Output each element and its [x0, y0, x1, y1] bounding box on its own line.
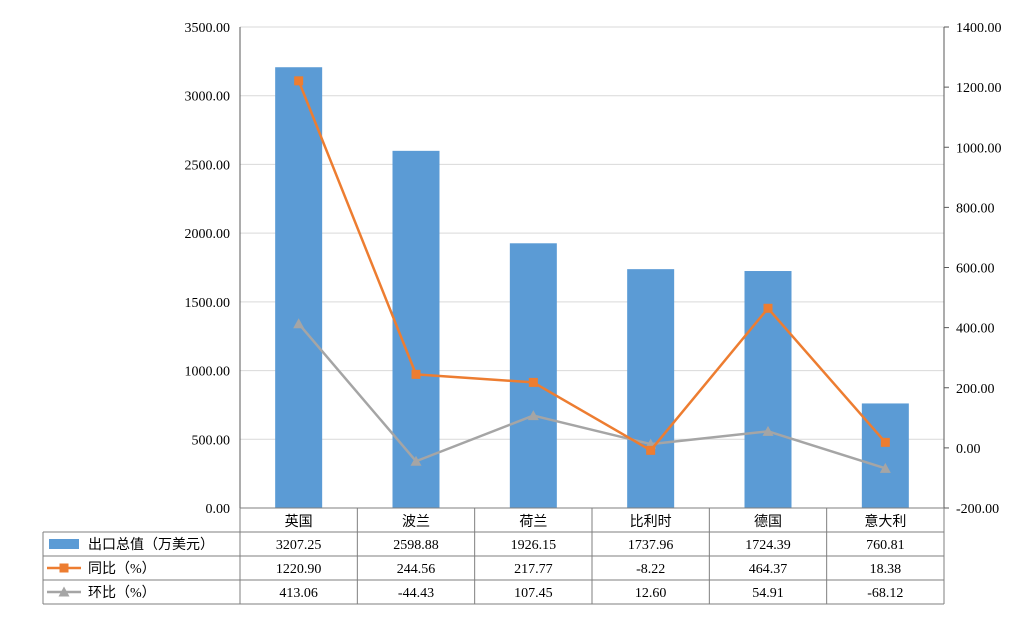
- series-name: 同比（%）: [88, 561, 156, 577]
- data-label: 413.06: [279, 586, 318, 601]
- data-label: 1220.90: [276, 562, 322, 577]
- legend-key-marker: [59, 563, 69, 573]
- right-axis-tick-label: -200.00: [956, 502, 999, 517]
- data-label: 3207.25: [276, 538, 322, 553]
- right-axis-tick-label: 200.00: [956, 382, 995, 397]
- bar: [392, 150, 440, 508]
- data-label: 464.37: [749, 562, 788, 577]
- series-point: [293, 318, 305, 329]
- data-label: 12.60: [635, 586, 667, 601]
- data-label: 18.38: [870, 562, 902, 577]
- data-label: -68.12: [867, 586, 903, 601]
- series-point: [646, 445, 656, 455]
- bar: [861, 403, 909, 508]
- data-label: 244.56: [397, 562, 436, 577]
- line-series: [293, 76, 891, 473]
- right-axis-tick-label: 0.00: [956, 442, 981, 457]
- data-label: 217.77: [514, 562, 553, 577]
- left-axis-tick-label: 1500.00: [185, 296, 231, 311]
- left-axis-tick-label: 3000.00: [185, 90, 231, 105]
- bar: [627, 269, 675, 508]
- right-axis-tick-label: 1400.00: [956, 21, 1002, 36]
- bar: [275, 67, 323, 509]
- series-line: [297, 322, 886, 470]
- series-point: [410, 455, 422, 466]
- data-label: -8.22: [636, 562, 665, 577]
- right-axis-tick-label: 400.00: [956, 322, 995, 337]
- category-label: 意大利: [864, 513, 906, 530]
- series-point: [294, 76, 304, 86]
- series-point: [527, 410, 539, 421]
- data-label: 54.91: [752, 586, 784, 601]
- left-axis-tick-label: 2500.00: [185, 158, 231, 173]
- series-point: [879, 462, 891, 473]
- left-axis-tick-label: 1000.00: [185, 365, 231, 380]
- data-label: 1737.96: [628, 538, 674, 553]
- series-point: [762, 425, 774, 436]
- series-line: [297, 80, 887, 452]
- category-label: 德国: [754, 514, 782, 530]
- legend-key-marker: [58, 586, 70, 597]
- series-name: 出口总值（万美元）: [88, 537, 214, 553]
- data-label: 107.45: [514, 586, 553, 601]
- left-axis-tick-label: 3500.00: [185, 21, 231, 36]
- category-label: 英国: [285, 513, 313, 530]
- series-point: [763, 303, 773, 313]
- bar: [509, 243, 557, 508]
- category-label: 荷兰: [519, 514, 547, 530]
- gridlines: [240, 26, 944, 509]
- series-point: [880, 437, 890, 447]
- legend-key: [49, 539, 79, 549]
- data-label: 2598.88: [393, 538, 439, 553]
- category-label: 波兰: [402, 514, 430, 530]
- right-axis-tick-label: 1000.00: [956, 141, 1002, 156]
- data-label: 1926.15: [511, 538, 557, 553]
- series-name: 环比（%）: [88, 585, 156, 601]
- left-axis-tick-label: 0.00: [206, 502, 231, 517]
- right-axis-tick-label: 600.00: [956, 262, 995, 277]
- series-point: [411, 369, 421, 379]
- data-label: 1724.39: [745, 538, 791, 553]
- left-axis-tick-label: 500.00: [192, 433, 231, 448]
- series-point: [528, 377, 538, 387]
- right-axis-tick-label: 800.00: [956, 201, 995, 216]
- bar-series: [275, 67, 909, 509]
- right-axis-tick-label: 1200.00: [956, 81, 1002, 96]
- data-label: 760.81: [866, 538, 905, 553]
- category-label: 比利时: [630, 514, 672, 530]
- left-axis-tick-label: 2000.00: [185, 227, 231, 242]
- axes: 0.00 500.00 1000.00 1500.00 2000.00 2500.00 30…: [185, 21, 1002, 517]
- data-label: -44.43: [398, 586, 434, 601]
